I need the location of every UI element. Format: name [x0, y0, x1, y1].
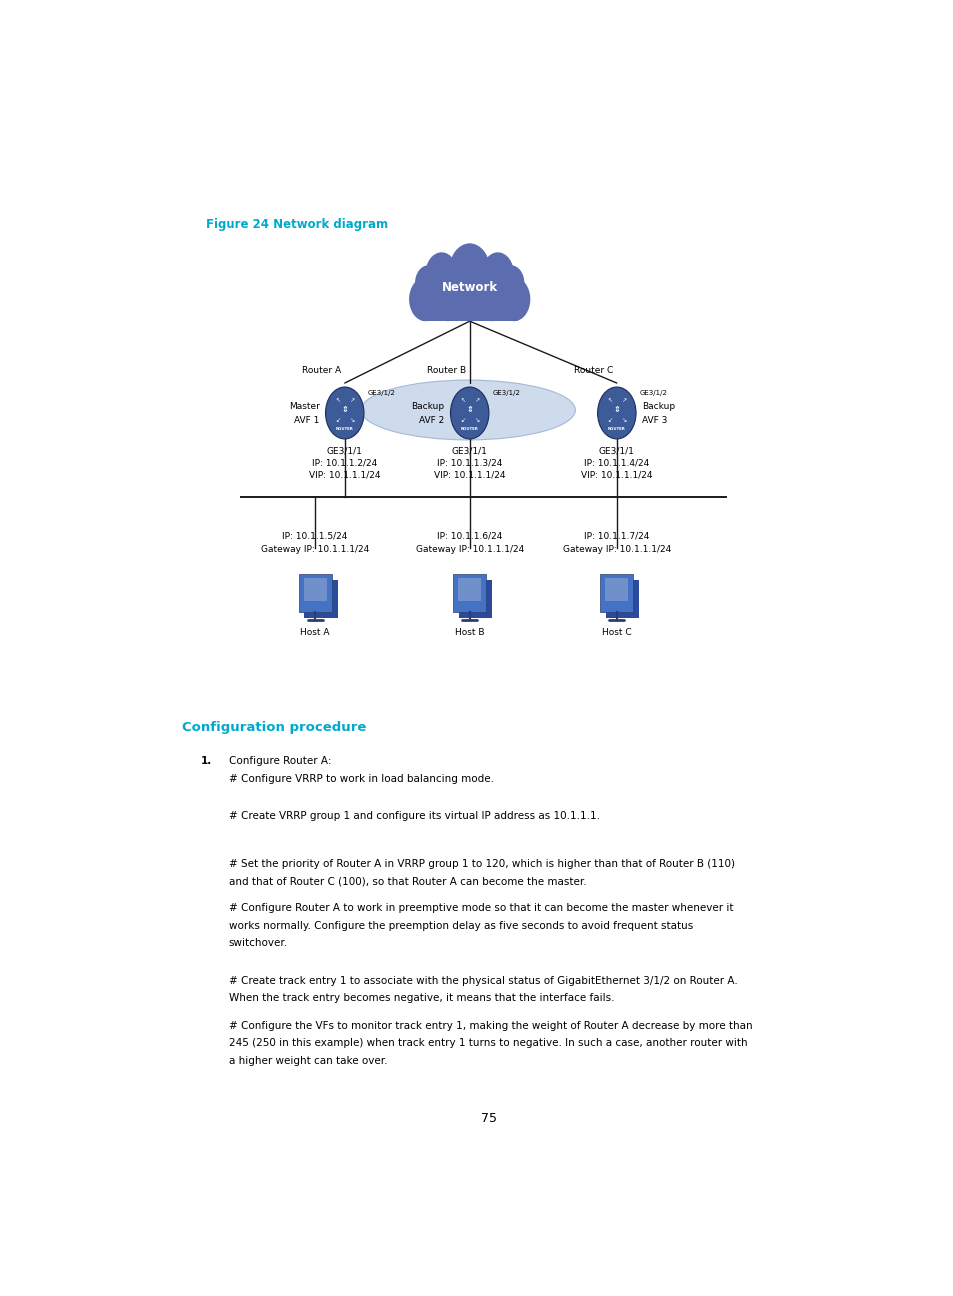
Text: ↗: ↗ [349, 399, 355, 403]
Circle shape [497, 277, 530, 321]
Text: AVF 1: AVF 1 [294, 416, 319, 425]
Circle shape [425, 253, 457, 297]
Text: IP: 10.1.1.5/24: IP: 10.1.1.5/24 [282, 531, 348, 540]
Bar [421, 292, 517, 321]
Text: IP: 10.1.1.7/24: IP: 10.1.1.7/24 [583, 531, 649, 540]
Text: GE3/1/1: GE3/1/1 [598, 447, 634, 456]
Text: ROUTER: ROUTER [460, 428, 478, 432]
FancyBboxPatch shape [599, 574, 633, 612]
Circle shape [453, 277, 485, 321]
Text: IP: 10.1.1.4/24: IP: 10.1.1.4/24 [583, 459, 649, 468]
FancyBboxPatch shape [605, 579, 639, 618]
FancyBboxPatch shape [298, 574, 332, 612]
Text: GE3/1/2: GE3/1/2 [492, 390, 520, 397]
Text: Host C: Host C [601, 627, 631, 636]
Text: VIP: 10.1.1.1/24: VIP: 10.1.1.1/24 [580, 470, 652, 480]
Text: Configuration procedure: Configuration procedure [182, 722, 366, 735]
Text: VIP: 10.1.1.1/24: VIP: 10.1.1.1/24 [434, 470, 505, 480]
Ellipse shape [360, 380, 575, 439]
Text: Router A: Router A [301, 365, 341, 375]
Text: ↗: ↗ [474, 399, 479, 403]
Text: # Configure the VFs to monitor track entry 1, making the weight of Router A decr: # Configure the VFs to monitor track ent… [229, 1021, 752, 1030]
FancyBboxPatch shape [458, 579, 492, 618]
Text: ↖: ↖ [606, 399, 612, 403]
Text: Host A: Host A [300, 627, 330, 636]
Text: GE3/1/1: GE3/1/1 [327, 447, 362, 456]
Circle shape [449, 244, 490, 299]
Text: ⇕: ⇕ [613, 404, 619, 413]
Text: AVF 3: AVF 3 [641, 416, 667, 425]
FancyBboxPatch shape [304, 579, 337, 618]
Text: a higher weight can take over.: a higher weight can take over. [229, 1056, 387, 1065]
Text: Backup: Backup [641, 403, 675, 412]
Circle shape [597, 388, 636, 439]
Text: GE3/1/1: GE3/1/1 [452, 447, 487, 456]
Text: and that of Router C (100), so that Router A can become the master.: and that of Router C (100), so that Rout… [229, 876, 586, 886]
Text: Figure 24 Network diagram: Figure 24 Network diagram [206, 219, 388, 232]
Text: ↙: ↙ [335, 419, 339, 424]
Text: When the track entry becomes negative, it means that the interface fails.: When the track entry becomes negative, i… [229, 993, 614, 1003]
Circle shape [497, 266, 524, 301]
Text: GE3/1/2: GE3/1/2 [639, 390, 667, 397]
Text: Configure Router A:: Configure Router A: [229, 757, 331, 766]
Circle shape [325, 388, 364, 439]
Text: # Create VRRP group 1 and configure its virtual IP address as 10.1.1.1.: # Create VRRP group 1 and configure its … [229, 811, 599, 822]
Text: Gateway IP: 10.1.1.1/24: Gateway IP: 10.1.1.1/24 [261, 544, 369, 553]
Text: Host B: Host B [455, 627, 484, 636]
Circle shape [481, 253, 514, 297]
Text: # Configure VRRP to work in load balancing mode.: # Configure VRRP to work in load balanci… [229, 774, 493, 784]
FancyBboxPatch shape [457, 578, 481, 601]
Text: Router C: Router C [574, 365, 613, 375]
Text: ROUTER: ROUTER [607, 428, 625, 432]
Text: # Create track entry 1 to associate with the physical status of GigabitEthernet : # Create track entry 1 to associate with… [229, 976, 737, 986]
Text: ↖: ↖ [335, 399, 339, 403]
Text: ROUTER: ROUTER [335, 428, 354, 432]
Text: ↗: ↗ [620, 399, 626, 403]
Text: AVF 2: AVF 2 [419, 416, 444, 425]
Circle shape [450, 388, 488, 439]
Text: 245 (250 in this example) when track entry 1 turns to negative. In such a case, : 245 (250 in this example) when track ent… [229, 1038, 746, 1048]
Text: ⇕: ⇕ [341, 404, 348, 413]
Text: Gateway IP: 10.1.1.1/24: Gateway IP: 10.1.1.1/24 [416, 544, 523, 553]
Circle shape [441, 270, 468, 306]
Text: # Configure Router A to work in preemptive mode so that it can become the master: # Configure Router A to work in preempti… [229, 903, 733, 914]
Circle shape [431, 277, 463, 321]
Text: 1.: 1. [200, 757, 212, 766]
Circle shape [409, 277, 441, 321]
FancyBboxPatch shape [453, 574, 486, 612]
Text: ↘: ↘ [474, 419, 479, 424]
Text: IP: 10.1.1.2/24: IP: 10.1.1.2/24 [312, 459, 377, 468]
Text: VIP: 10.1.1.1/24: VIP: 10.1.1.1/24 [309, 470, 380, 480]
Text: IP: 10.1.1.6/24: IP: 10.1.1.6/24 [436, 531, 502, 540]
Text: ↘: ↘ [620, 419, 626, 424]
Text: Backup: Backup [411, 403, 444, 412]
FancyBboxPatch shape [604, 578, 628, 601]
Text: switchover.: switchover. [229, 938, 288, 949]
Text: ↖: ↖ [459, 399, 464, 403]
Text: 75: 75 [480, 1112, 497, 1125]
Text: # Set the priority of Router A in VRRP group 1 to 120, which is higher than that: # Set the priority of Router A in VRRP g… [229, 858, 734, 868]
Text: IP: 10.1.1.3/24: IP: 10.1.1.3/24 [436, 459, 502, 468]
Circle shape [415, 266, 441, 301]
Text: Router B: Router B [426, 365, 465, 375]
Circle shape [476, 277, 508, 321]
Text: Gateway IP: 10.1.1.1/24: Gateway IP: 10.1.1.1/24 [562, 544, 670, 553]
Text: Master: Master [289, 403, 319, 412]
Text: GE3/1/2: GE3/1/2 [367, 390, 395, 397]
Text: ⇕: ⇕ [466, 404, 473, 413]
Text: works normally. Configure the preemption delay as five seconds to avoid frequent: works normally. Configure the preemption… [229, 921, 692, 931]
Text: ↙: ↙ [606, 419, 612, 424]
FancyBboxPatch shape [303, 578, 327, 601]
Text: ↘: ↘ [349, 419, 355, 424]
Text: ↙: ↙ [459, 419, 464, 424]
Text: Network: Network [441, 281, 497, 294]
Circle shape [471, 270, 497, 306]
